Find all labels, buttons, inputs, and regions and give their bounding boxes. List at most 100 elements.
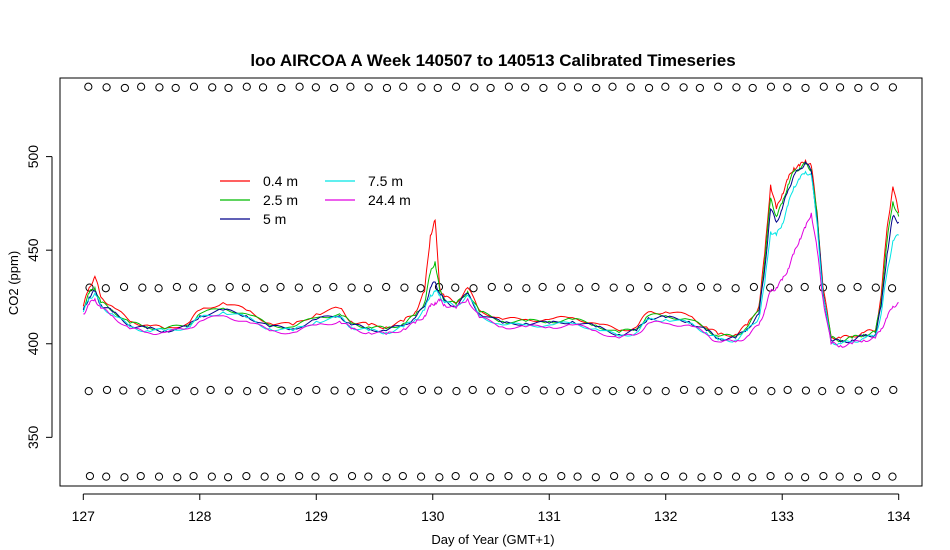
reference-point: [260, 472, 269, 481]
reference-point: [504, 471, 513, 481]
reference-point: [154, 284, 163, 293]
reference-point: [312, 284, 322, 293]
reference-point: [293, 387, 303, 396]
reference-point: [503, 283, 513, 292]
reference-point: [557, 471, 566, 481]
reference-point: [417, 385, 427, 395]
reference-point: [399, 82, 408, 91]
reference-point: [84, 387, 93, 396]
reference-point: [539, 83, 548, 93]
reference-point: [888, 472, 897, 481]
reference-point: [696, 386, 705, 395]
reference-point: [837, 284, 846, 293]
reference-point: [627, 385, 636, 395]
x-tick-label: 134: [887, 508, 911, 524]
reference-point: [468, 385, 477, 395]
reference-point: [416, 284, 425, 293]
reference-point: [295, 471, 304, 481]
reference-point: [224, 386, 234, 395]
reference-point: [208, 83, 217, 92]
reference-point: [241, 283, 251, 292]
reference-point: [155, 83, 164, 92]
reference-point: [854, 386, 863, 395]
x-tick-label: 130: [421, 508, 445, 524]
reference-point: [730, 385, 739, 395]
reference-point: [417, 83, 426, 92]
reference-point: [224, 83, 233, 93]
legend-label: 0.4 m: [263, 173, 298, 189]
reference-point: [311, 83, 320, 92]
reference-point: [592, 386, 601, 395]
reference-point: [469, 472, 479, 481]
reference-point: [748, 83, 757, 93]
reference-point: [171, 386, 181, 395]
reference-point: [330, 83, 339, 93]
chart-title: loo AIRCOA A Week 140507 to 140513 Calib…: [250, 51, 735, 70]
reference-point: [783, 83, 792, 92]
reference-point: [452, 387, 461, 396]
reference-point: [801, 386, 811, 395]
reference-point: [171, 83, 180, 93]
reference-point: [872, 471, 881, 481]
reference-point: [801, 83, 810, 93]
reference-point: [119, 282, 129, 292]
reference-point: [889, 385, 898, 395]
reference-point: [591, 282, 600, 292]
reference-point: [84, 82, 93, 91]
reference-point: [346, 387, 355, 396]
reference-point: [102, 385, 112, 395]
reference-point: [661, 82, 670, 91]
series-line: [83, 161, 900, 343]
reference-point: [486, 473, 495, 482]
reference-point: [172, 282, 181, 292]
reference-point: [538, 473, 548, 482]
reference-point: [101, 284, 110, 293]
reference-point: [696, 282, 706, 292]
reference-point: [225, 282, 234, 292]
reference-point: [818, 387, 827, 396]
reference-point: [575, 284, 584, 293]
reference-point: [800, 282, 809, 292]
y-axis-label: CO2 (ppm): [6, 251, 21, 315]
reference-point: [364, 83, 373, 92]
reference-point: [610, 471, 619, 481]
reference-point: [154, 472, 164, 481]
reference-point: [626, 83, 635, 92]
reference-point: [435, 473, 444, 482]
reference-point: [505, 387, 514, 396]
reference-point: [870, 387, 880, 396]
reference-point: [784, 472, 793, 481]
reference-point: [382, 282, 391, 292]
reference-point: [398, 471, 407, 481]
series-lines: [82, 158, 900, 348]
reference-point: [120, 83, 129, 93]
reference-point: [207, 284, 216, 293]
reference-point: [347, 471, 357, 481]
reference-point: [608, 82, 617, 91]
reference-point: [644, 282, 653, 292]
reference-point: [486, 386, 496, 395]
y-tick-label: 450: [25, 238, 41, 262]
reference-point: [137, 82, 146, 91]
x-tick-label: 131: [538, 508, 562, 524]
reference-point: [714, 82, 723, 91]
reference-point: [451, 283, 460, 292]
reference-point: [190, 387, 199, 396]
reference-point: [557, 82, 566, 91]
reference-point: [766, 82, 776, 91]
series-line: [82, 170, 899, 346]
reference-point: [399, 387, 408, 396]
reference-point: [346, 82, 355, 91]
reference-point: [538, 282, 547, 292]
reference-point: [242, 82, 251, 91]
reference-point: [382, 83, 392, 93]
reference-point: [295, 82, 304, 91]
y-tick-label: 400: [25, 332, 41, 356]
reference-point: [173, 473, 182, 482]
reference-point: [609, 283, 618, 292]
reference-point: [347, 283, 356, 292]
reference-point: [887, 284, 897, 293]
reference-point: [400, 283, 409, 292]
reference-point: [766, 471, 775, 481]
